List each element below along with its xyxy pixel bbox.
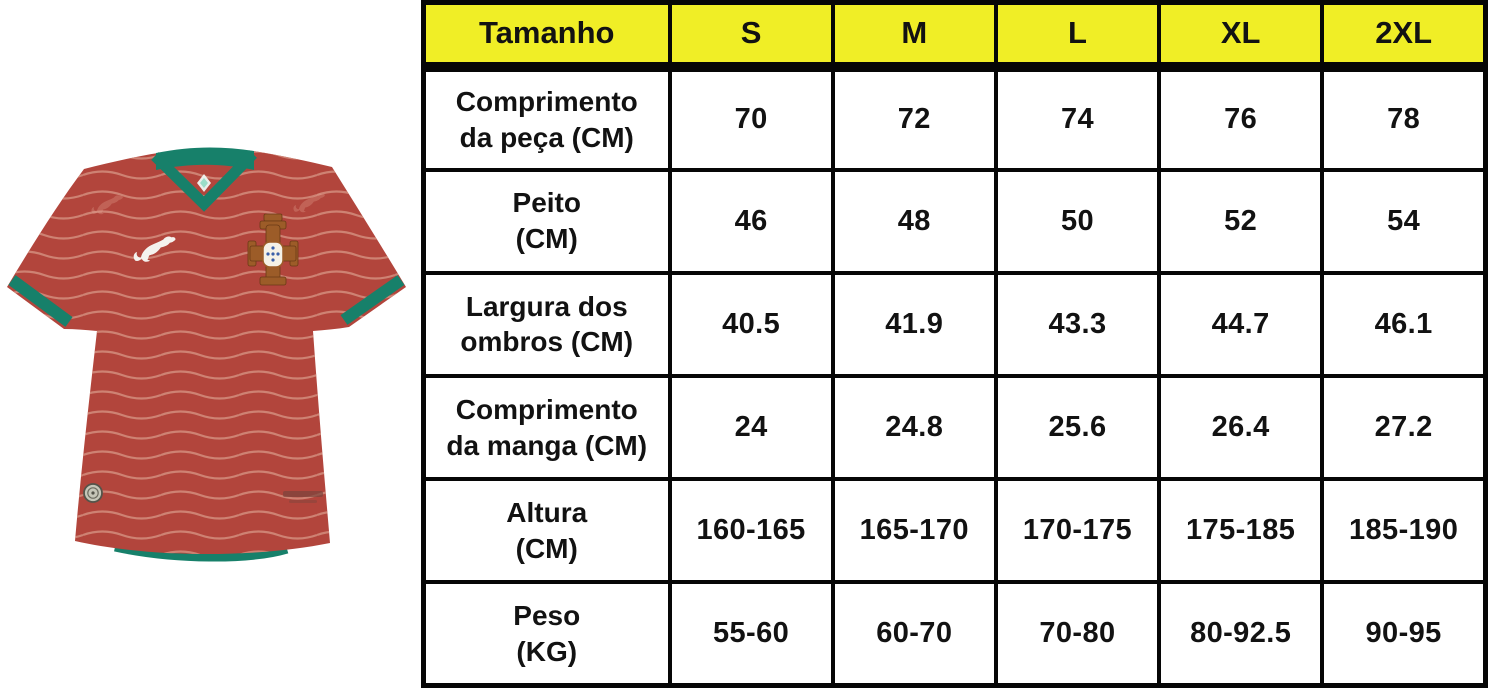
size-value: 90-95 bbox=[1320, 580, 1488, 688]
size-value: 165-170 bbox=[830, 477, 998, 585]
header-cell-size-m: M bbox=[830, 0, 998, 72]
row-altura: Altura (CM) 160-165 165-170 170-175 175-… bbox=[421, 477, 1488, 585]
size-value: 46 bbox=[667, 167, 835, 275]
row-peito: Peito (CM) 46 48 50 52 54 bbox=[421, 167, 1488, 275]
size-value: 54 bbox=[1320, 167, 1488, 275]
row-comprimento-peca: Comprimento da peça (CM) 70 72 74 76 78 bbox=[421, 64, 1488, 172]
size-chart-panel: Tamanho S M L XL 2XL Comprimento da peça… bbox=[421, 0, 1488, 688]
size-value: 46.1 bbox=[1320, 270, 1488, 378]
size-value: 43.3 bbox=[993, 270, 1162, 378]
row-largura-ombros: Largura dos ombros (CM) 40.5 41.9 43.3 4… bbox=[421, 270, 1488, 378]
row-label-line: Peito bbox=[512, 187, 581, 219]
jersey-wave-texture bbox=[7, 148, 406, 555]
size-value: 72 bbox=[830, 64, 998, 172]
size-value: 25.6 bbox=[993, 373, 1162, 482]
row-label-line: da peça (CM) bbox=[459, 121, 634, 153]
collar-diamond-inner bbox=[200, 178, 208, 188]
size-value: 44.7 bbox=[1157, 270, 1325, 378]
left-cuff-band bbox=[8, 275, 73, 327]
fpf-crest-icon bbox=[247, 213, 299, 286]
size-value: 24 bbox=[667, 373, 835, 482]
size-value: 80-92.5 bbox=[1157, 580, 1325, 688]
size-value: 74 bbox=[993, 64, 1162, 172]
size-value: 60-70 bbox=[830, 580, 998, 688]
size-value: 55-60 bbox=[667, 580, 835, 688]
hem-badge bbox=[83, 483, 103, 503]
size-value: 175-185 bbox=[1157, 477, 1325, 585]
row-label-line: Largura dos bbox=[465, 290, 628, 322]
row-label: Comprimento da manga (CM) bbox=[421, 373, 672, 482]
row-label-line: Comprimento bbox=[455, 85, 638, 117]
size-value: 26.4 bbox=[1157, 373, 1325, 482]
row-label: Comprimento da peça (CM) bbox=[421, 64, 672, 172]
row-peso: Peso (KG) 55-60 60-70 70-80 80-92.5 90-9… bbox=[421, 580, 1488, 688]
collar-v-trim bbox=[151, 150, 257, 212]
header-cell-size-2xl: 2XL bbox=[1320, 0, 1488, 72]
size-value: 27.2 bbox=[1320, 373, 1488, 482]
row-label-line: Peso bbox=[513, 599, 581, 631]
header-cell-size-s: S bbox=[667, 0, 835, 72]
row-label-line: (CM) bbox=[515, 223, 578, 255]
size-value: 48 bbox=[830, 167, 998, 275]
header-cell-tamanho: Tamanho bbox=[421, 0, 672, 72]
size-value: 40.5 bbox=[667, 270, 835, 378]
row-label-line: Comprimento bbox=[455, 393, 638, 425]
size-chart-table: Tamanho S M L XL 2XL Comprimento da peça… bbox=[421, 0, 1488, 688]
row-label: Altura (CM) bbox=[421, 477, 672, 585]
row-label-line: da manga (CM) bbox=[446, 429, 648, 461]
row-label: Peito (CM) bbox=[421, 167, 672, 275]
header-row: Tamanho S M L XL 2XL bbox=[421, 0, 1488, 72]
row-label: Largura dos ombros (CM) bbox=[421, 270, 672, 378]
size-value: 70 bbox=[667, 64, 835, 172]
size-value: 76 bbox=[1157, 64, 1325, 172]
size-value: 70-80 bbox=[993, 580, 1162, 688]
row-label-line: ombros (CM) bbox=[460, 326, 634, 358]
hem-print bbox=[283, 491, 323, 503]
row-label-line: (CM) bbox=[515, 532, 578, 564]
size-value: 185-190 bbox=[1320, 477, 1488, 585]
hem-inner-green bbox=[114, 542, 289, 562]
right-cuff-band bbox=[340, 275, 405, 325]
size-value: 78 bbox=[1320, 64, 1488, 172]
size-value: 52 bbox=[1157, 167, 1325, 275]
row-comprimento-manga: Comprimento da manga (CM) 24 24.8 25.6 2… bbox=[421, 373, 1488, 482]
size-value: 160-165 bbox=[667, 477, 835, 585]
header-cell-size-xl: XL bbox=[1157, 0, 1325, 72]
row-label-line: Altura bbox=[506, 496, 588, 528]
portugal-jersey-image bbox=[7, 147, 406, 562]
row-label: Peso (KG) bbox=[421, 580, 672, 688]
collar-back-band bbox=[156, 147, 254, 170]
row-label-line: (KG) bbox=[516, 635, 578, 667]
size-value: 170-175 bbox=[993, 477, 1162, 585]
size-value: 24.8 bbox=[830, 373, 998, 482]
size-value: 50 bbox=[993, 167, 1162, 275]
header-cell-size-l: L bbox=[993, 0, 1162, 72]
size-value: 41.9 bbox=[830, 270, 998, 378]
product-photo-panel bbox=[0, 0, 421, 688]
